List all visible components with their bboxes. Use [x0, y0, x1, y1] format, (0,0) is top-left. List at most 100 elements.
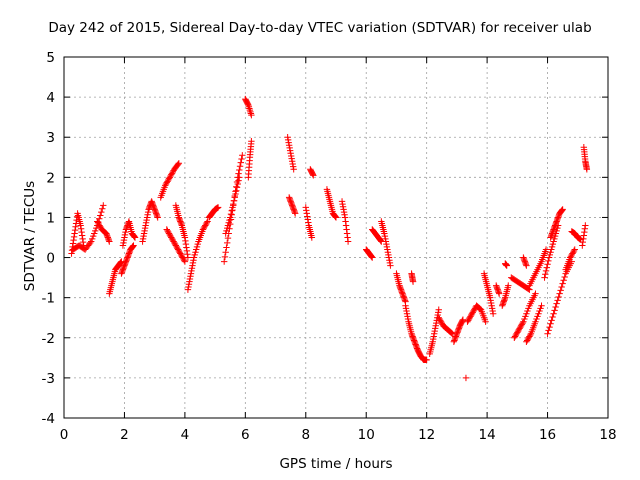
data-point [289, 203, 296, 210]
data-point [290, 206, 297, 213]
data-point [342, 222, 350, 229]
data-point [332, 213, 339, 220]
data-point [239, 152, 246, 159]
data-point [184, 254, 192, 261]
data-point [383, 240, 390, 248]
data-point [302, 204, 309, 211]
data-point [151, 207, 159, 214]
data-point [285, 139, 292, 146]
data-point [402, 305, 410, 312]
data-point [122, 258, 130, 265]
data-point [468, 310, 476, 317]
data-point [525, 334, 532, 341]
data-point [511, 333, 519, 340]
data-point [169, 168, 176, 176]
data-point [450, 338, 458, 345]
data-point [200, 224, 207, 232]
data-point [187, 270, 195, 277]
data-point [171, 239, 178, 247]
data-point [494, 286, 501, 293]
data-point [119, 266, 127, 273]
data-point [518, 321, 526, 328]
data-point [104, 232, 111, 240]
data-point [545, 254, 553, 261]
data-point [131, 233, 138, 241]
data-point [236, 166, 243, 174]
data-point [246, 106, 254, 114]
data-point [570, 249, 577, 256]
data-point [435, 314, 442, 321]
data-point [141, 227, 148, 235]
data-point [285, 194, 293, 201]
data-point [235, 170, 242, 177]
data-point [193, 246, 200, 253]
data-point [435, 309, 442, 316]
data-point [190, 254, 198, 261]
data-point [169, 236, 176, 244]
y-tick-label: -2 [42, 331, 55, 347]
data-point [183, 244, 190, 251]
data-point [408, 330, 415, 337]
data-point [69, 240, 77, 247]
data-point [384, 246, 391, 253]
data-point [547, 249, 554, 256]
data-point [148, 199, 156, 206]
data-point [522, 313, 529, 320]
data-point [289, 163, 297, 170]
data-point [121, 231, 129, 239]
data-point [166, 231, 173, 239]
data-point [569, 250, 576, 257]
data-point [285, 142, 293, 149]
y-axis-label: SDTVAR / TECUs [22, 180, 38, 292]
data-point [227, 214, 234, 221]
data-point [571, 246, 578, 253]
data-point [139, 235, 147, 243]
data-point [103, 230, 110, 237]
data-point [286, 195, 293, 202]
x-tick-label: 0 [60, 427, 69, 443]
data-point [551, 307, 558, 314]
data-point [430, 335, 437, 343]
data-point [402, 302, 409, 309]
data-point [516, 325, 523, 332]
data-point [181, 258, 189, 265]
x-tick-label: 10 [358, 427, 375, 443]
data-point [568, 251, 575, 259]
y-tick-label: 3 [46, 130, 55, 146]
data-point [523, 337, 531, 344]
data-point [98, 208, 105, 216]
data-point [71, 226, 79, 234]
data-point [201, 223, 208, 231]
data-point [433, 319, 440, 327]
data-point [162, 180, 170, 188]
data-point [171, 240, 179, 248]
data-point [526, 331, 534, 339]
data-point [547, 232, 555, 240]
data-point [164, 227, 171, 235]
data-point [526, 333, 533, 340]
data-point [525, 305, 532, 312]
data-point [385, 251, 392, 259]
data-point [521, 315, 528, 323]
data-point [580, 235, 587, 243]
data-point [175, 160, 183, 167]
data-point [187, 273, 194, 280]
data-point [284, 136, 292, 144]
data-point [230, 200, 237, 208]
data-point [165, 228, 172, 236]
data-point [123, 223, 131, 231]
data-point [403, 307, 410, 315]
data-point [412, 341, 419, 348]
data-point [288, 200, 295, 208]
data-point [152, 210, 160, 217]
data-point [247, 108, 254, 116]
data-point [79, 238, 87, 246]
data-point [466, 314, 473, 321]
data-point [397, 285, 404, 292]
data-point [519, 319, 526, 327]
data-point [381, 230, 388, 237]
data-point [189, 259, 197, 267]
data-point [117, 259, 125, 266]
data-point [221, 253, 229, 261]
